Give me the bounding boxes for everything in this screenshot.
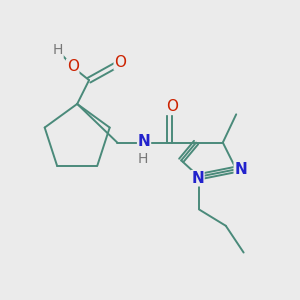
- Text: N: N: [138, 134, 150, 149]
- Text: O: O: [67, 59, 79, 74]
- Text: H: H: [138, 152, 148, 166]
- Text: O: O: [166, 99, 178, 114]
- Text: O: O: [114, 55, 126, 70]
- Text: N: N: [234, 162, 247, 177]
- Text: N: N: [191, 171, 204, 186]
- Text: H: H: [53, 44, 63, 57]
